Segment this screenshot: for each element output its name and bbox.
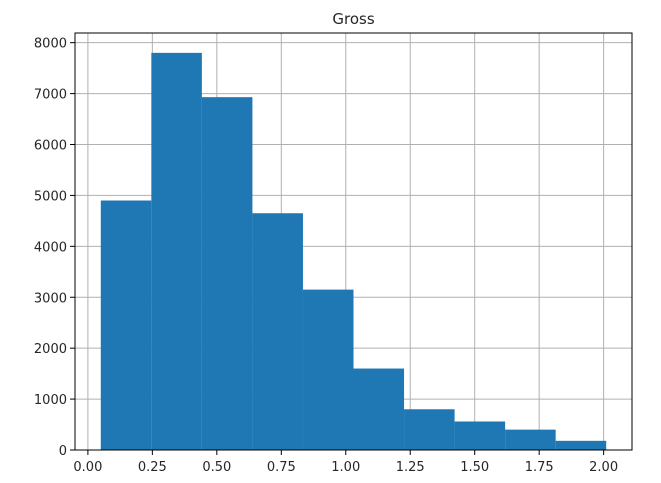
y-tick-label: 7000 — [34, 88, 67, 103]
x-tick-label: 0.00 — [73, 460, 102, 475]
histogram-bar-1 — [100, 200, 152, 450]
histogram-bar-10 — [555, 440, 607, 450]
y-tick-label: 6000 — [34, 139, 67, 154]
x-tick-label: 1.50 — [460, 460, 489, 475]
y-tick-label: 1000 — [34, 393, 67, 408]
x-tick-label: 1.00 — [331, 460, 360, 475]
y-tick-label: 4000 — [34, 240, 67, 255]
x-tick-label: 2.00 — [589, 460, 618, 475]
histogram-bar-6 — [353, 368, 405, 450]
y-tick-label: 5000 — [34, 189, 67, 204]
histogram-bar-4 — [252, 213, 303, 450]
bars-layer — [100, 52, 607, 451]
ticks-layer: 0.00 0.25 0.50 0.75 1.00 1.25 1.50 1.75 2.00 0 100… — [34, 37, 618, 475]
x-tick-label: 0.75 — [267, 460, 296, 475]
x-tick-label: 1.25 — [396, 460, 425, 475]
y-tick-label: 3000 — [34, 291, 67, 306]
histogram-bar-8 — [454, 421, 506, 450]
x-tick-label: 0.25 — [138, 460, 167, 475]
y-tick-label: 2000 — [34, 342, 67, 357]
x-tick-label: 1.75 — [525, 460, 554, 475]
histogram-bar-3 — [201, 97, 253, 451]
y-tick-label: 0 — [59, 444, 67, 459]
x-tick-label: 0.50 — [202, 460, 231, 475]
chart-title: Gross — [332, 10, 374, 28]
histogram-bar-7 — [404, 409, 455, 450]
histogram-bar-2 — [151, 52, 202, 450]
histogram-bar-9 — [505, 429, 556, 450]
plot-frame — [74, 32, 633, 451]
y-tick-label: 8000 — [34, 37, 67, 52]
histogram-bar-5 — [302, 289, 354, 450]
